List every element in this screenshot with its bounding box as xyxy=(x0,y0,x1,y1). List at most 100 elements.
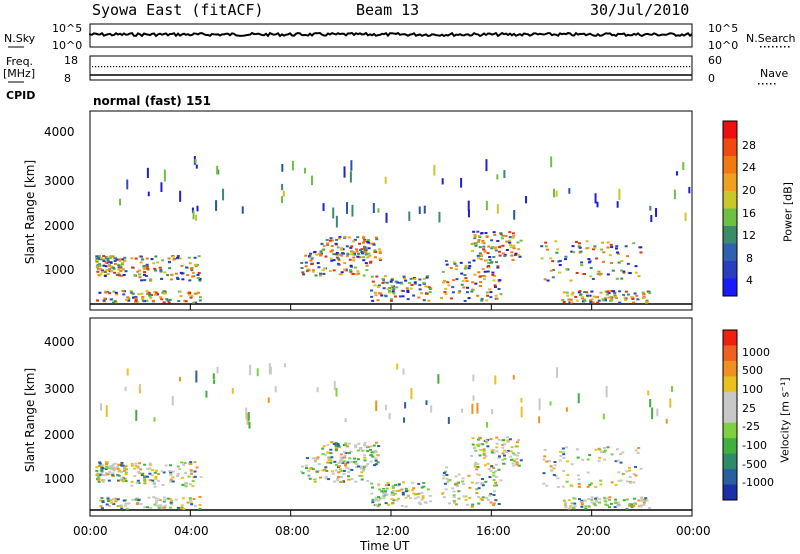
nave-dot xyxy=(488,66,490,68)
data-cell xyxy=(338,459,342,462)
data-cell xyxy=(385,493,389,496)
data-cell xyxy=(471,437,475,440)
data-cell xyxy=(124,471,128,474)
data-cell xyxy=(562,499,566,502)
data-cell xyxy=(517,439,521,442)
data-cell xyxy=(245,407,248,420)
data-cell xyxy=(337,475,341,478)
data-cell xyxy=(452,279,456,282)
nave-dot xyxy=(644,66,646,68)
n-search-dot xyxy=(780,46,782,48)
data-cell xyxy=(303,167,306,174)
data-cell xyxy=(191,271,195,274)
data-cell xyxy=(323,453,327,456)
data-cell xyxy=(481,443,485,446)
data-cell xyxy=(607,296,611,299)
data-cell xyxy=(509,458,513,461)
data-cell xyxy=(363,456,367,459)
data-cell xyxy=(116,473,120,476)
data-cell xyxy=(616,459,620,462)
data-cell xyxy=(497,287,501,290)
data-cell xyxy=(385,484,389,487)
nave-dot xyxy=(296,66,298,68)
data-cell xyxy=(95,264,99,267)
data-cell xyxy=(374,503,378,506)
data-cell xyxy=(648,292,652,295)
data-cell xyxy=(347,451,351,454)
data-cell xyxy=(622,293,626,296)
nave-dot xyxy=(320,66,322,68)
data-cell xyxy=(452,261,456,264)
data-cell xyxy=(326,444,330,447)
data-cell xyxy=(354,248,358,251)
data-cell xyxy=(492,279,496,282)
data-cell xyxy=(118,274,122,277)
data-cell xyxy=(465,280,469,283)
data-cell xyxy=(501,244,505,247)
data-cell xyxy=(377,445,381,448)
data-cell xyxy=(628,272,632,275)
data-cell xyxy=(116,465,120,468)
nave-dot xyxy=(665,66,667,68)
data-cell xyxy=(423,501,427,504)
data-cell xyxy=(313,457,317,460)
data-cell xyxy=(182,507,186,510)
data-cell xyxy=(506,440,510,443)
data-cell xyxy=(566,473,570,476)
data-cell xyxy=(628,476,632,479)
data-cell xyxy=(364,248,368,251)
data-cell xyxy=(146,467,150,470)
data-cell xyxy=(376,484,380,487)
data-cell xyxy=(444,260,448,263)
data-cell xyxy=(427,286,431,289)
data-cell xyxy=(503,169,506,179)
data-cell xyxy=(402,481,406,484)
data-cell xyxy=(553,464,557,467)
data-cell xyxy=(107,473,111,476)
data-cell xyxy=(442,477,446,480)
colorbar-segment xyxy=(723,261,737,279)
data-cell xyxy=(374,250,378,253)
data-cell xyxy=(475,473,479,476)
data-cell xyxy=(466,286,470,289)
data-cell xyxy=(409,277,413,280)
data-cell xyxy=(634,271,638,274)
data-cell xyxy=(322,203,325,212)
data-cell xyxy=(382,495,386,498)
nave-dot xyxy=(608,66,610,68)
data-cell xyxy=(196,263,200,266)
data-cell xyxy=(598,448,602,451)
data-cell xyxy=(222,188,225,201)
data-cell xyxy=(603,299,607,302)
data-cell xyxy=(97,480,101,483)
data-cell xyxy=(106,257,110,260)
nave-legend-dot xyxy=(774,83,776,85)
data-cell xyxy=(491,409,494,415)
data-cell xyxy=(269,366,272,375)
data-cell xyxy=(349,270,353,273)
nave-dot xyxy=(338,66,340,68)
noise-sky-label: N.Sky xyxy=(4,32,36,45)
data-cell xyxy=(161,484,165,487)
data-cell xyxy=(343,235,347,238)
velocity-cbar-tick: -100 xyxy=(742,439,767,452)
data-cell xyxy=(392,288,396,291)
data-cell xyxy=(480,297,484,300)
data-cell xyxy=(514,445,518,448)
nave-dot xyxy=(590,66,592,68)
data-cell xyxy=(590,501,594,504)
data-cell xyxy=(594,500,598,503)
freq-frame xyxy=(89,55,693,81)
data-cell xyxy=(461,279,465,282)
data-cell xyxy=(480,498,484,501)
nave-dot xyxy=(419,66,421,68)
data-cell xyxy=(480,232,484,235)
data-cell xyxy=(628,469,632,472)
data-cell xyxy=(467,261,471,264)
data-cell xyxy=(95,466,99,469)
data-cell xyxy=(413,281,417,284)
data-cell xyxy=(581,296,585,299)
nave-dot xyxy=(437,66,439,68)
data-cell xyxy=(608,299,612,302)
